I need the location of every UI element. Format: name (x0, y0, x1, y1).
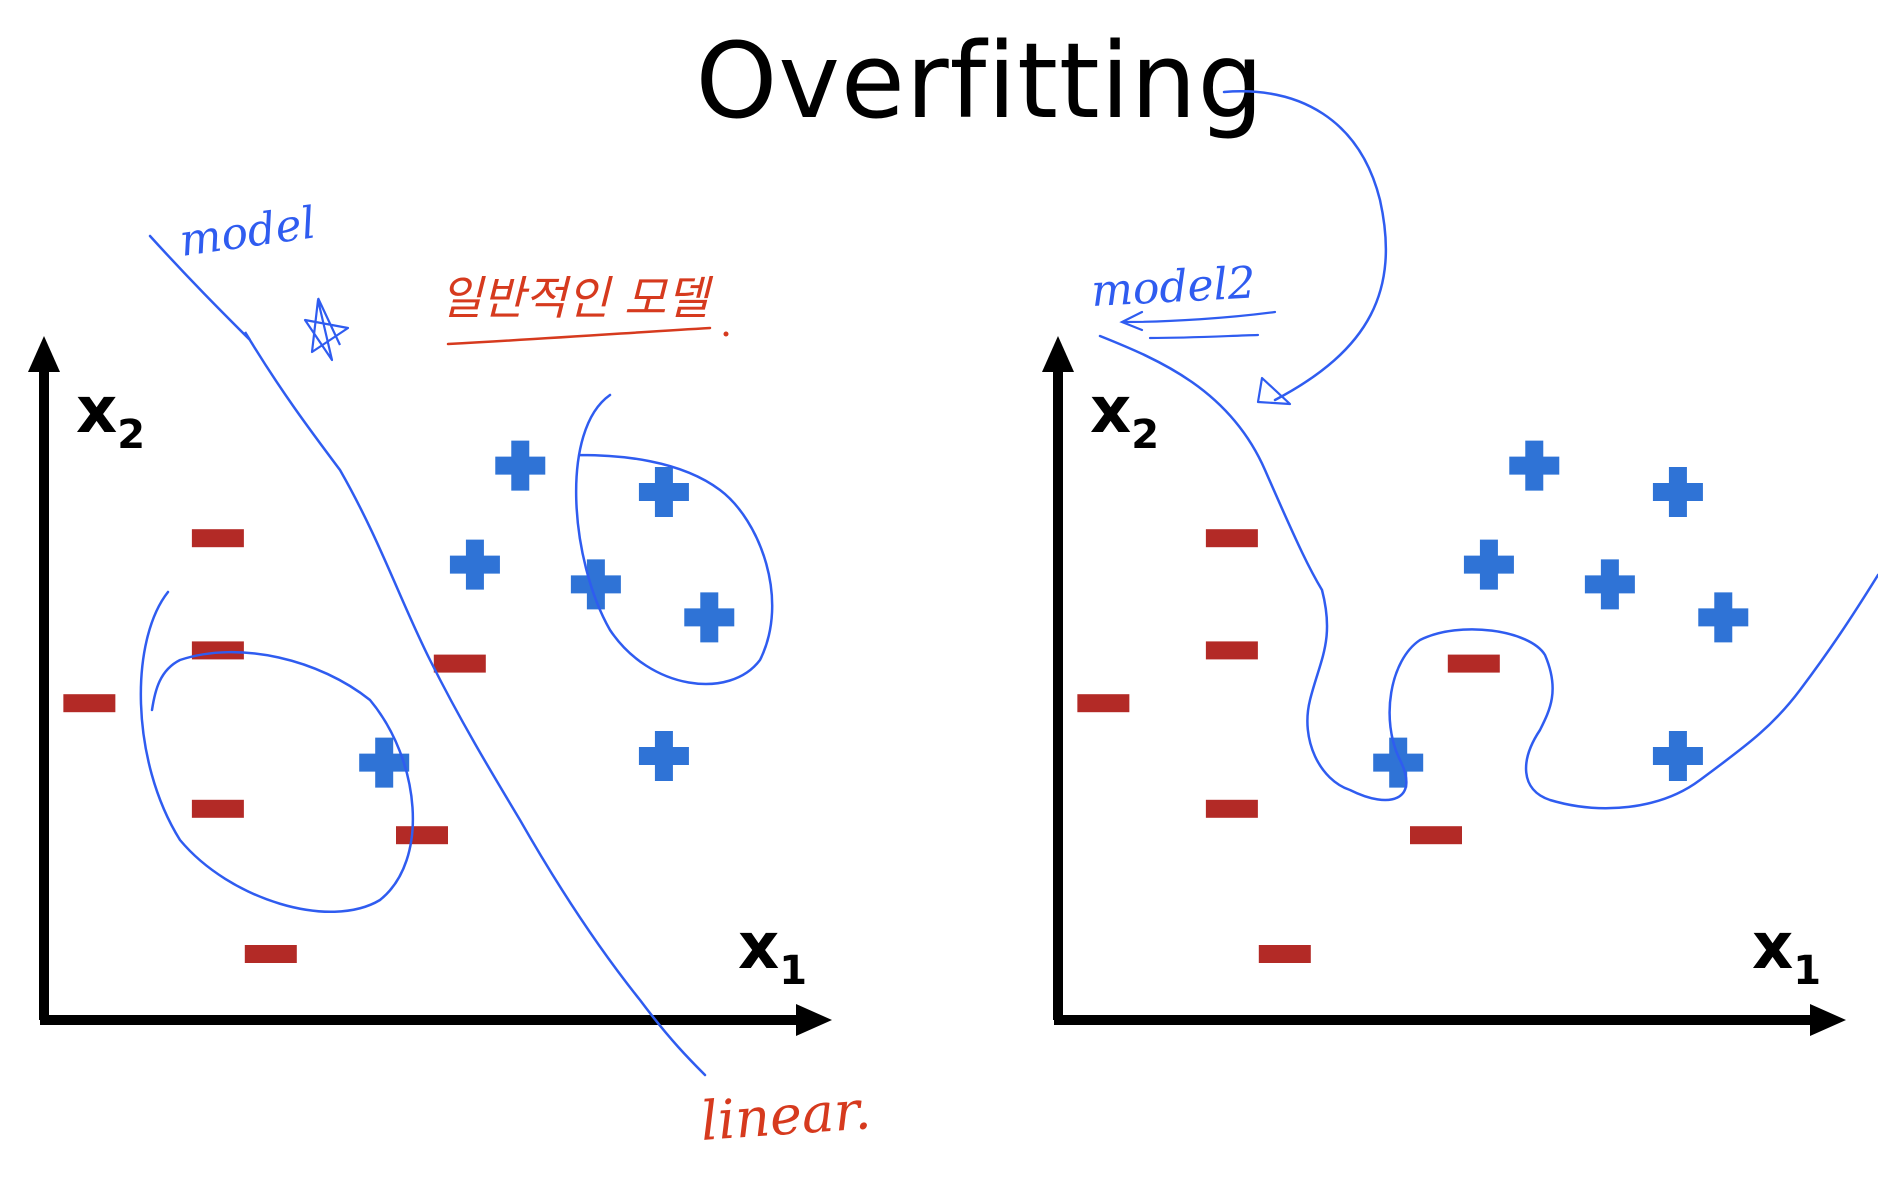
model2-underline-arrow (1119, 310, 1277, 340)
slide-title: Overfitting (695, 20, 1265, 142)
plus-point (1463, 539, 1514, 590)
model2-annotation: model2 (1090, 257, 1257, 317)
y-axis-label: x2 (1090, 374, 1159, 458)
minus-point (433, 654, 486, 673)
linear-annotation: linear. (699, 1078, 874, 1153)
plus-point (638, 731, 689, 781)
plus-point (1509, 440, 1560, 491)
minus-point (63, 694, 116, 713)
left-data-points (63, 440, 735, 963)
positive-cluster-loop (574, 393, 774, 686)
y-axis-arrow (1042, 336, 1074, 372)
minus-point (191, 641, 244, 660)
plus-point (638, 467, 689, 517)
plus-point (684, 592, 735, 643)
minus-point (1447, 654, 1500, 673)
plus-point (1584, 559, 1635, 610)
linear-decision-boundary (148, 234, 707, 1077)
right-panel: x2 x1 model2 (1042, 90, 1878, 1036)
minus-point (1205, 799, 1258, 818)
minus-point (396, 826, 448, 845)
red-dot (723, 331, 729, 337)
overfit-decision-boundary (1098, 334, 1878, 810)
x-axis-arrow (796, 1004, 832, 1036)
plus-point (1373, 737, 1424, 788)
title-arrow-head (1256, 376, 1292, 406)
plus-point (495, 440, 546, 491)
plus-point (1652, 467, 1703, 517)
model-annotation: model (176, 197, 318, 267)
minus-point (191, 799, 244, 818)
minus-point (1258, 945, 1311, 963)
plus-point (1698, 592, 1749, 643)
title-arrow (1222, 90, 1388, 402)
x-axis-label: x1 (738, 910, 807, 994)
plus-point (570, 559, 621, 610)
star-doodle (303, 297, 350, 362)
minus-point (1077, 694, 1130, 713)
minus-point (191, 529, 244, 548)
general-model-annotation: 일반적인 모델 (440, 271, 713, 325)
y-axis-arrow (28, 336, 60, 372)
plus-point (449, 539, 500, 590)
plus-point (359, 737, 410, 788)
general-model-underline (446, 326, 712, 346)
negative-cluster-loop (139, 590, 415, 913)
minus-point (244, 945, 297, 963)
x-axis-arrow (1810, 1004, 1846, 1036)
right-data-points (1077, 440, 1749, 963)
x-axis-label: x1 (1752, 910, 1821, 994)
y-axis-label: x2 (76, 374, 145, 458)
left-panel: x2 x1 model 일반적인 모델 linear. (28, 197, 873, 1153)
minus-point (1205, 529, 1258, 548)
minus-point (1410, 826, 1462, 845)
plus-point (1652, 731, 1703, 781)
minus-point (1205, 641, 1258, 660)
